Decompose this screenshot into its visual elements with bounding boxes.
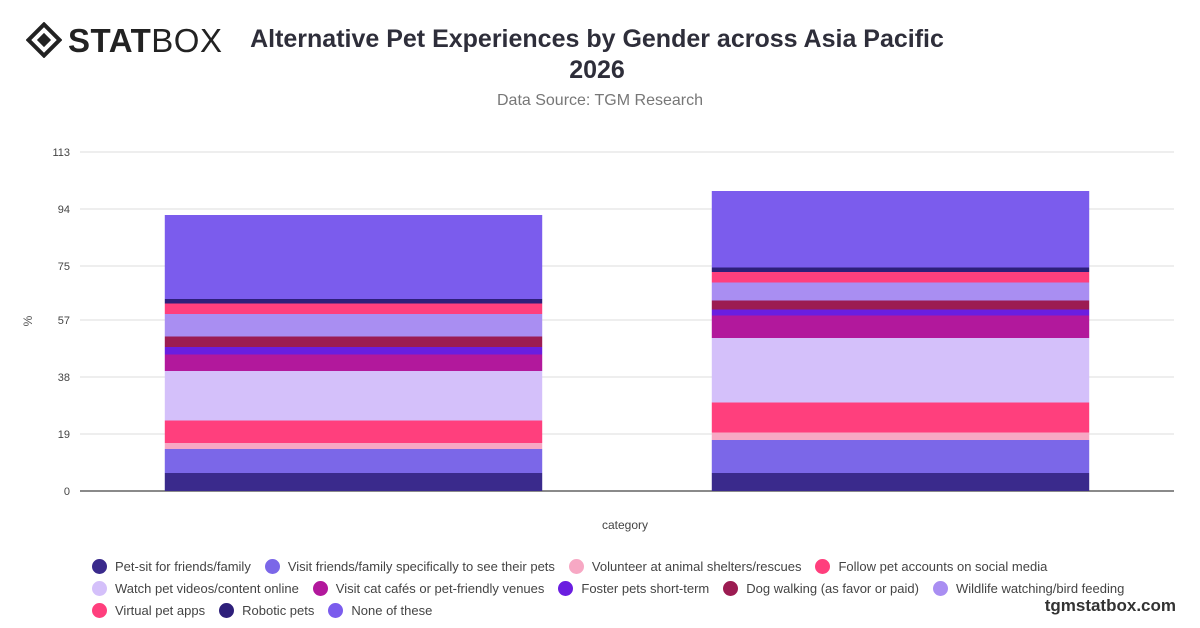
- bar-segment[interactable]: [164, 371, 543, 421]
- watermark: tgmstatbox.com: [1044, 596, 1176, 615]
- legend-item[interactable]: Virtual pet apps: [92, 601, 205, 619]
- legend-label: Visit friends/family specifically to see…: [287, 558, 555, 574]
- statbox-logo: STATBOX: [26, 22, 222, 58]
- y-tick-label: 113: [52, 147, 70, 159]
- bars: [164, 191, 1090, 491]
- y-tick-label: 75: [58, 261, 70, 273]
- bar-segment[interactable]: [164, 473, 543, 491]
- legend-item[interactable]: Foster pets short-term: [558, 579, 709, 597]
- bar-segment[interactable]: [711, 473, 1090, 491]
- y-tick-label: 94: [58, 204, 70, 216]
- legend-swatch: [558, 580, 574, 596]
- y-tick-label: 19: [58, 429, 70, 441]
- legend-swatch: [815, 558, 831, 574]
- bar-segment[interactable]: [711, 272, 1090, 283]
- legend-label: Virtual pet apps: [115, 602, 206, 618]
- bar-segment[interactable]: [711, 267, 1090, 273]
- stacked-bar-chart: 0 19 38 57 75 94 113 % category: [21, 147, 1174, 532]
- y-axis-label: %: [21, 315, 35, 326]
- legend-swatch: [92, 602, 107, 618]
- legend-item[interactable]: Robotic pets: [219, 601, 314, 619]
- legend-item[interactable]: Wildlife watching/bird feeding: [932, 579, 1125, 597]
- legend-swatch: [312, 580, 328, 596]
- legend-label: Visit cat cafés or pet-friendly venues: [335, 580, 545, 596]
- bar-segment[interactable]: [711, 300, 1090, 310]
- bar-segment[interactable]: [164, 303, 543, 315]
- legend-swatch: [219, 602, 235, 618]
- legend-item[interactable]: Follow pet accounts on social media: [815, 557, 1047, 575]
- logo-text: STATBOX: [68, 21, 223, 59]
- legend-swatch: [723, 580, 739, 596]
- legend-swatch: [92, 580, 107, 596]
- legend-label: Foster pets short-term: [581, 580, 710, 596]
- legend-label: Robotic pets: [242, 602, 315, 618]
- bar-segment[interactable]: [164, 299, 543, 304]
- y-tick-label: 0: [64, 486, 70, 498]
- bar-segment[interactable]: [711, 338, 1090, 403]
- legend-swatch: [568, 558, 584, 574]
- legend-swatch: [932, 580, 948, 596]
- legend-label: Watch pet videos/content online: [115, 580, 299, 596]
- legend-item[interactable]: None of these: [328, 601, 432, 619]
- diamond-logo-icon: [26, 22, 62, 58]
- legend-label: Volunteer at animal shelters/rescues: [591, 558, 802, 574]
- bar-segment[interactable]: [164, 336, 543, 348]
- legend-item[interactable]: Watch pet videos/content online: [92, 579, 299, 597]
- legend-item[interactable]: Visit cat cafés or pet-friendly venues: [312, 579, 545, 597]
- bar-segment[interactable]: [164, 215, 543, 299]
- bar-segment[interactable]: [164, 449, 543, 473]
- legend-swatch: [92, 558, 107, 574]
- legend-item[interactable]: Pet-sit for friends/family: [92, 557, 251, 575]
- x-axis-label: category: [602, 518, 648, 532]
- bar-segment[interactable]: [164, 314, 543, 337]
- legend-label: Follow pet accounts on social media: [838, 558, 1048, 574]
- legend-label: None of these: [351, 602, 433, 618]
- legend-item[interactable]: Visit friends/family specifically to see…: [264, 557, 555, 575]
- bar-segment[interactable]: [711, 282, 1090, 301]
- bar-segment[interactable]: [711, 432, 1090, 441]
- legend: Pet-sit for friends/family Visit friends/…: [92, 557, 1132, 619]
- bar-segment[interactable]: [164, 354, 543, 372]
- bar-segment[interactable]: [711, 191, 1090, 268]
- bar-segment[interactable]: [164, 443, 543, 449]
- legend-label: Dog walking (as favor or paid): [746, 580, 919, 596]
- legend-label: Pet-sit for friends/family: [115, 558, 251, 574]
- bar-segment[interactable]: [164, 347, 543, 355]
- chart-title: Alternative Pet Experiences by Gender ac…: [250, 25, 944, 84]
- chart-subtitle: Data Source: TGM Research: [496, 92, 703, 109]
- y-tick-label: 38: [58, 372, 70, 384]
- y-tick-label: 57: [58, 315, 70, 327]
- bar-segment[interactable]: [711, 440, 1090, 473]
- bar-segment[interactable]: [711, 315, 1090, 339]
- legend-item[interactable]: Volunteer at animal shelters/rescues: [568, 557, 802, 575]
- bar-segment[interactable]: [711, 402, 1090, 433]
- legend-swatch: [328, 602, 344, 618]
- legend-label: Wildlife watching/bird feeding: [955, 580, 1125, 596]
- legend-swatch: [264, 558, 280, 574]
- legend-item[interactable]: Dog walking (as favor or paid): [723, 579, 919, 597]
- bar-segment[interactable]: [164, 420, 543, 444]
- bar-segment[interactable]: [711, 309, 1090, 316]
